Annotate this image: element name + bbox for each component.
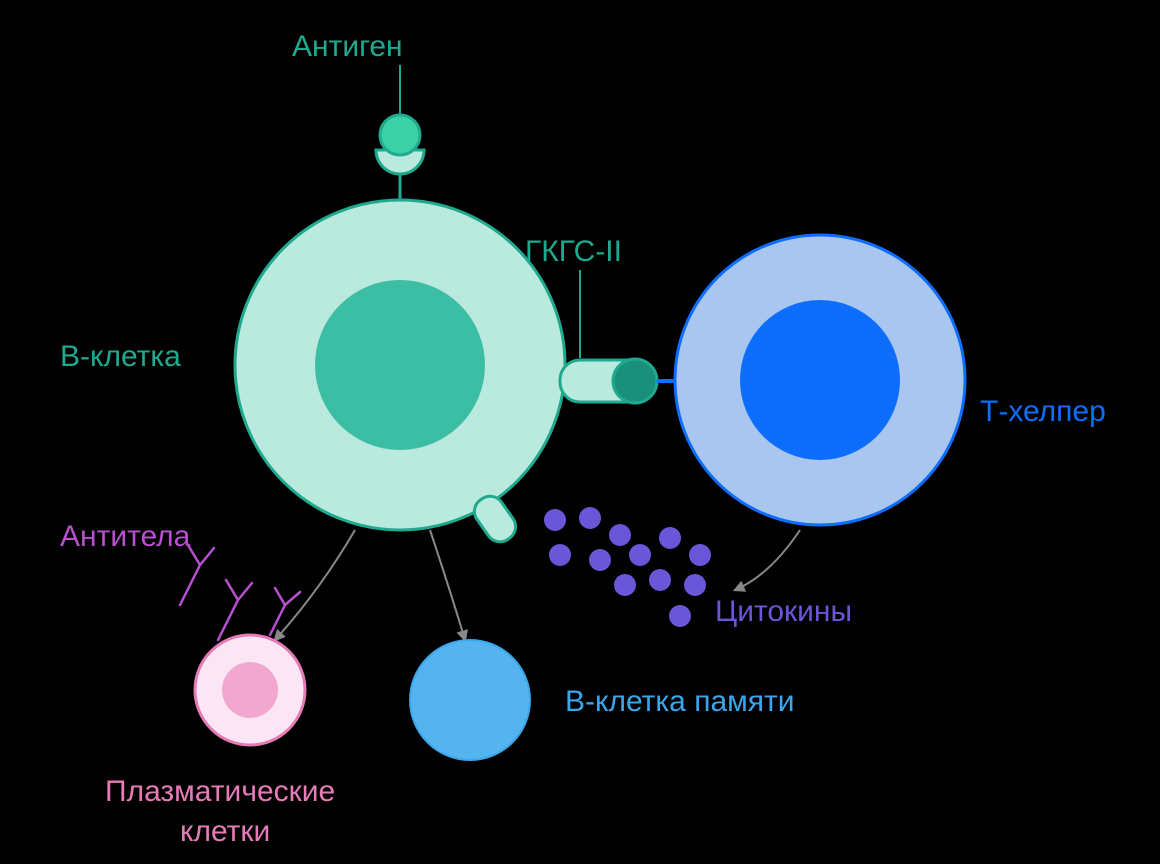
diagram-canvas: Антиген ГКГС-II В-клетка Т-хелпер Антите… bbox=[0, 0, 1160, 864]
label-antigen: Антиген bbox=[292, 30, 403, 64]
label-plasma-l1: Плазматические bbox=[105, 775, 335, 809]
label-antibodies: Антитела bbox=[60, 520, 190, 554]
label-bcell: В-клетка bbox=[60, 340, 181, 374]
label-plasma-l2: клетки bbox=[180, 815, 270, 849]
diagram-svg bbox=[0, 0, 1160, 864]
label-cytokines: Цитокины bbox=[715, 595, 852, 629]
label-thelper: Т-хелпер bbox=[980, 395, 1106, 429]
label-memory: В-клетка памяти bbox=[565, 685, 795, 719]
label-mhc2: ГКГС-II bbox=[525, 235, 622, 269]
